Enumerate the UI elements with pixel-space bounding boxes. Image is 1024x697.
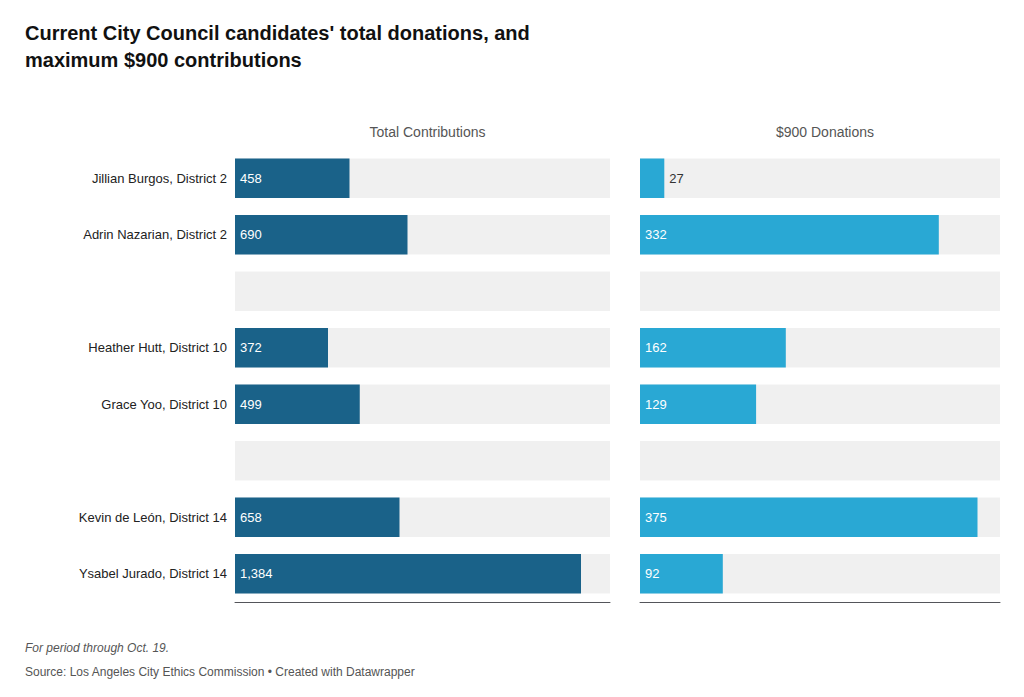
svg-text:332: 332: [645, 227, 667, 242]
svg-text:Grace Yoo, District 10: Grace Yoo, District 10: [101, 397, 227, 412]
svg-text:maximum $900 contributions: maximum $900 contributions: [25, 49, 302, 71]
svg-text:Adrin Nazarian, District 2: Adrin Nazarian, District 2: [83, 227, 227, 242]
svg-text:Kevin de León, District 14: Kevin de León, District 14: [79, 510, 227, 525]
svg-text:372: 372: [240, 340, 262, 355]
svg-text:690: 690: [240, 227, 262, 242]
svg-text:27: 27: [669, 171, 683, 186]
svg-text:658: 658: [240, 510, 262, 525]
svg-text:375: 375: [645, 510, 667, 525]
svg-text:Heather Hutt, District 10: Heather Hutt, District 10: [88, 340, 227, 355]
svg-text:For period through Oct. 19.: For period through Oct. 19.: [25, 641, 169, 655]
svg-text:458: 458: [240, 171, 262, 186]
svg-text:499: 499: [240, 397, 262, 412]
svg-text:Jillian Burgos, District 2: Jillian Burgos, District 2: [92, 171, 227, 186]
svg-text:Total Contributions: Total Contributions: [370, 124, 486, 140]
svg-text:$900 Donations: $900 Donations: [776, 124, 874, 140]
svg-text:Ysabel Jurado, District 14: Ysabel Jurado, District 14: [79, 566, 227, 581]
svg-text:Source: Los Angeles City Ethic: Source: Los Angeles City Ethics Commissi…: [25, 665, 415, 679]
svg-text:162: 162: [645, 340, 667, 355]
svg-text:Current City Council candidate: Current City Council candidates' total d…: [25, 22, 530, 44]
svg-text:92: 92: [645, 566, 659, 581]
svg-text:1,384: 1,384: [240, 566, 273, 581]
svg-text:129: 129: [645, 397, 667, 412]
